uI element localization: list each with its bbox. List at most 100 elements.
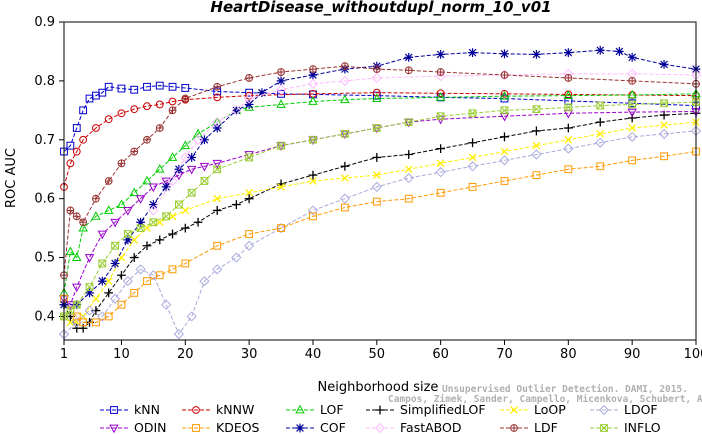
data-point-ldof	[109, 293, 121, 304]
data-point-kdeos	[372, 197, 381, 206]
data-point-simplifiedlof	[117, 270, 126, 280]
data-point-cof	[532, 49, 541, 59]
data-point-knnw	[92, 124, 100, 132]
data-point-ldof	[595, 137, 606, 148]
data-point-inflo	[187, 188, 196, 197]
data-point-loop	[92, 294, 100, 303]
data-point-cof	[257, 88, 267, 98]
legend-marker-simplifiedlof	[375, 405, 385, 415]
data-point-odin	[627, 108, 637, 118]
series-line-kdeos	[63, 151, 697, 323]
legend-item-kdeos: KDEOS	[182, 420, 260, 434]
data-point-loop	[372, 171, 381, 179]
data-point-knnw	[104, 115, 113, 124]
data-point-knnw	[66, 159, 75, 168]
data-point-lof	[142, 175, 152, 185]
data-point-knnw	[168, 97, 177, 106]
data-point-simplifiedlof	[404, 150, 414, 159]
data-point-cof	[200, 135, 209, 145]
data-point-inflo	[149, 218, 158, 227]
data-point-ldf	[168, 106, 177, 115]
y-tick-label: 0.5	[34, 251, 55, 266]
data-point-loop	[104, 277, 113, 285]
data-point-knn	[277, 89, 285, 98]
data-point-simplifiedlof	[468, 138, 477, 148]
data-point-ldf	[130, 147, 139, 156]
data-point-fastabod	[192, 134, 204, 145]
series-fastabod	[148, 68, 702, 216]
legend-marker-ldf	[510, 424, 518, 432]
axis-ticks: 1 10 20 30 40 50 60 70 80 90 100 0.4 0.5 0.6 0.7 0.8 0.9	[34, 15, 702, 362]
data-point-ldf	[500, 71, 509, 79]
data-point-odin	[499, 112, 510, 122]
data-point-ldf	[79, 218, 88, 227]
data-point-ldof	[467, 161, 478, 172]
data-point-fastabod	[180, 152, 191, 163]
data-point-cof	[187, 153, 197, 162]
data-point-kdeos	[143, 277, 151, 286]
data-point-simplifiedlof	[180, 223, 190, 233]
data-point-odin	[135, 195, 146, 204]
data-point-ldof	[199, 276, 210, 287]
legend-marker-knnw	[192, 406, 200, 414]
legend-marker-odin	[109, 424, 119, 434]
series-line-knn	[63, 85, 697, 152]
data-point-cof	[659, 60, 669, 69]
data-point-knnw	[436, 89, 445, 98]
data-point-knnw	[72, 147, 81, 156]
x-tick-label: 70	[496, 347, 513, 362]
data-point-odin	[97, 230, 108, 240]
legend-marker-ldof	[598, 404, 610, 416]
data-point-knnw	[372, 88, 381, 97]
legend-label-loop: LoOP	[534, 402, 566, 417]
data-point-knn	[155, 81, 164, 90]
data-point-ldof	[244, 240, 255, 251]
data-point-lof	[563, 90, 574, 100]
data-point-kdeos	[532, 171, 541, 180]
data-point-loop	[660, 121, 668, 129]
data-point-knnw	[213, 93, 222, 102]
data-point-ldf	[404, 66, 413, 75]
data-point-cof	[97, 276, 107, 286]
series-inflo	[60, 98, 700, 321]
data-point-ldof	[173, 329, 185, 340]
data-point-odin	[110, 218, 120, 228]
legend-item-inflo: INFLO	[590, 420, 661, 434]
data-point-simplifiedlof	[244, 194, 254, 204]
data-point-inflo	[596, 101, 605, 110]
legend-marker-fastabod	[374, 422, 386, 434]
data-point-fastabod	[167, 175, 178, 187]
data-point-lof	[65, 246, 76, 256]
x-tick-label: 30	[241, 347, 258, 362]
data-point-inflo	[245, 153, 254, 162]
data-point-fastabod	[371, 72, 382, 84]
data-point-ldf	[564, 74, 573, 82]
chart-title: HeartDisease_withoutdupl_norm_10_v01	[210, 0, 551, 16]
legend-item-knnw: kNNW	[182, 402, 254, 417]
data-point-cof	[85, 288, 94, 298]
data-point-loop	[564, 135, 573, 144]
data-point-fastabod	[339, 75, 350, 86]
data-point-inflo	[136, 224, 145, 233]
data-point-cof	[148, 200, 158, 209]
data-point-cof	[161, 182, 171, 192]
data-point-ldof	[499, 155, 510, 166]
data-point-cof	[468, 48, 477, 58]
data-point-inflo	[660, 99, 668, 108]
data-point-simplifiedlof	[372, 153, 382, 162]
data-point-loop	[130, 236, 139, 244]
data-point-inflo	[98, 259, 107, 268]
data-point-ldf	[117, 159, 126, 168]
data-point-knnw	[500, 89, 509, 98]
data-point-inflo	[340, 129, 349, 138]
data-point-inflo	[628, 100, 637, 109]
data-point-ldf	[372, 65, 381, 73]
data-point-lof	[155, 163, 165, 173]
series-line-lof	[63, 93, 697, 293]
x-tick-label: 10	[113, 347, 130, 362]
data-point-ldof	[307, 205, 319, 216]
data-point-ldof	[135, 264, 146, 275]
data-point-cof	[212, 123, 222, 133]
legend-item-lof: LOF	[286, 402, 344, 417]
